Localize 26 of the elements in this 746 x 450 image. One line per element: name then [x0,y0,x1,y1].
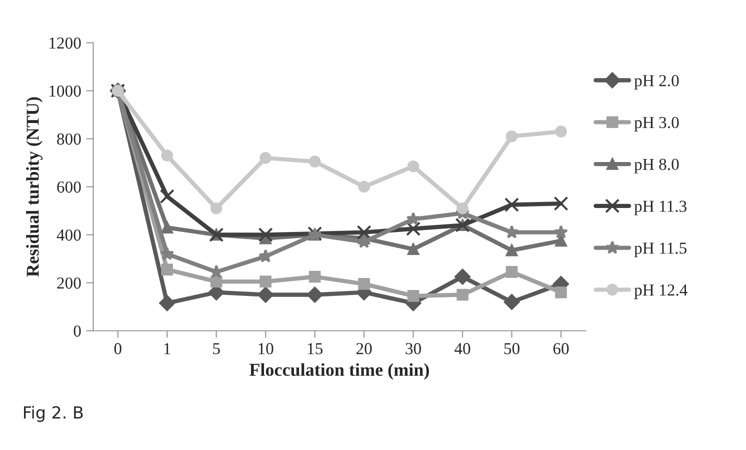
legend-label: pH 2.0 [634,75,679,90]
x-tick-label: 5 [213,343,220,354]
caption: Fig 2. B [24,406,83,422]
y-tick-label: 0 [74,325,81,337]
x-tick-label: 40 [454,343,470,354]
y-tick-label: 400 [56,229,81,241]
x-tick-label: 30 [406,343,421,354]
x-tick-label: 50 [504,343,520,354]
x-tick-label: 20 [356,343,372,354]
x-tick-label: 10 [258,343,274,354]
legend-label: pH 11.5 [634,242,686,258]
y-axis-title: Residual turbity (NTU) [26,97,43,277]
x-tick-label: 15 [308,343,322,354]
y-tick-label: 200 [57,277,81,289]
x-tick-label: 60 [553,343,569,354]
x-axis-title: Flocculation time (min) [249,363,429,380]
legend-label: pH 12.4 [634,284,688,300]
legend-label: pH 3.0 [634,116,679,132]
x-tick-label: 0 [114,343,122,354]
x-tick-label: 1 [164,343,170,354]
legend-label: pH 8.0 [634,158,679,174]
y-tick-label: 600 [57,181,81,193]
y-tick-label: 1000 [50,85,81,97]
y-tick-label: 1200 [50,37,81,49]
y-tick-label: 800 [57,133,81,145]
legend-label: pH 11.3 [634,200,686,216]
